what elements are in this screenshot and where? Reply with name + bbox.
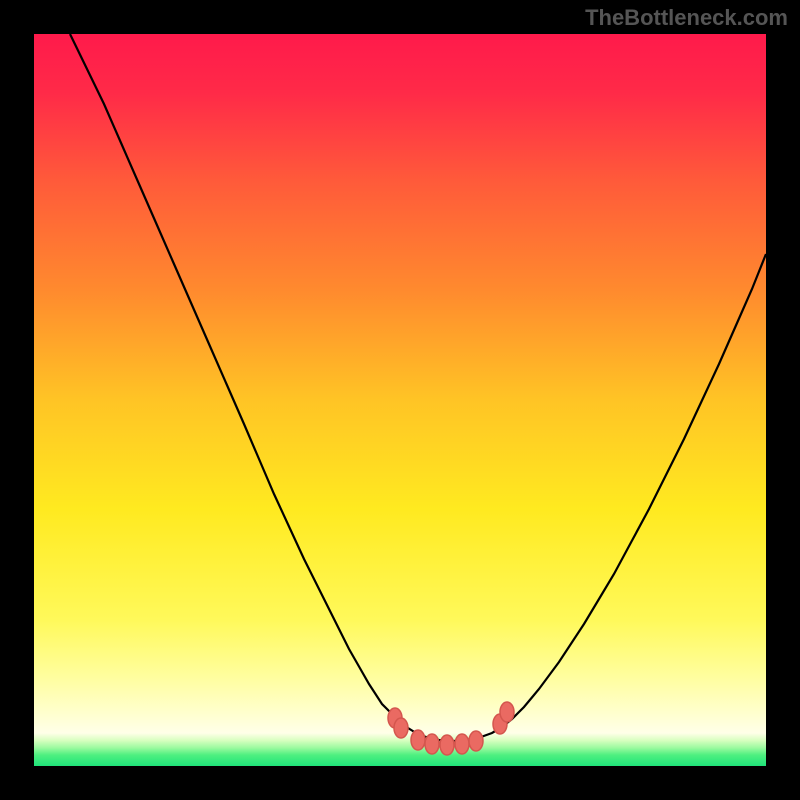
curve-marker [469,731,483,751]
watermark-text: TheBottleneck.com [585,5,788,31]
plot-area [34,34,766,766]
curve-marker [394,718,408,738]
curve-marker [425,734,439,754]
curve-marker [440,735,454,755]
chart-canvas: TheBottleneck.com [0,0,800,800]
bottleneck-curve [70,34,766,741]
curve-marker [411,730,425,750]
curve-marker [455,734,469,754]
curve-marker [500,702,514,722]
curve-layer [34,34,766,766]
